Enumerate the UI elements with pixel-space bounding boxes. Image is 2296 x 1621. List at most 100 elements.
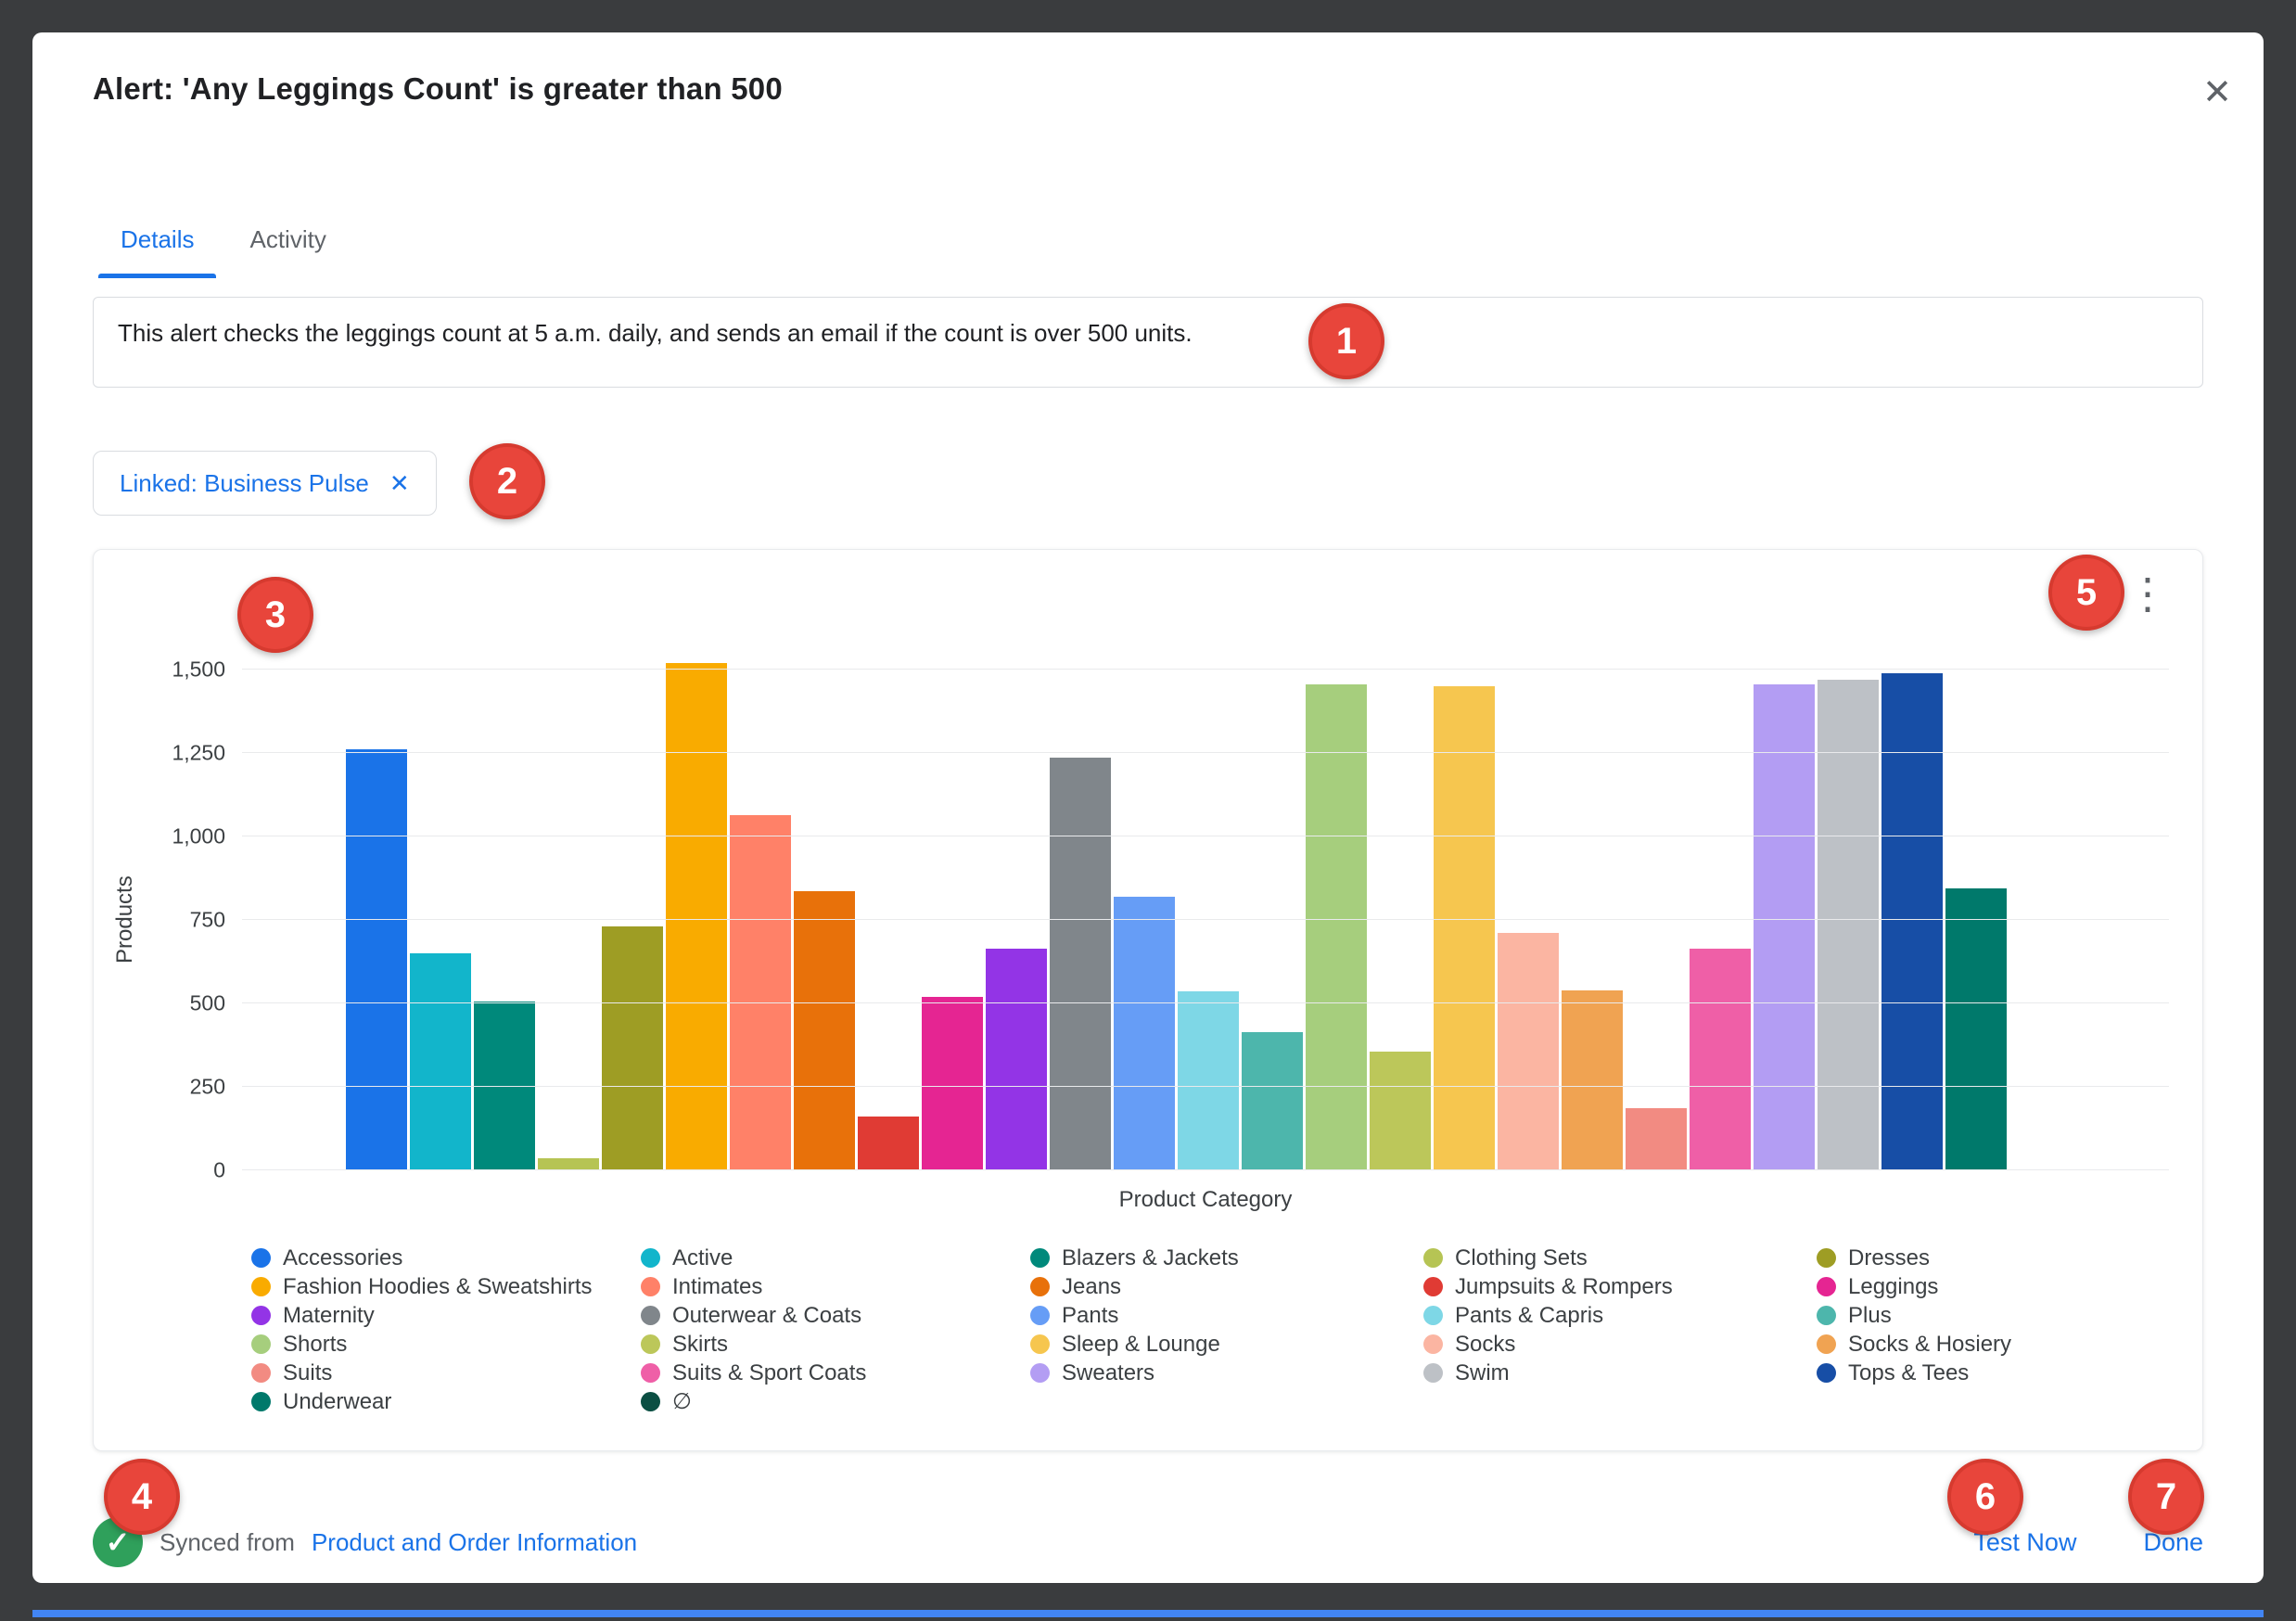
bar-fashion-hoodies-sweatshirts[interactable] [666,662,727,1170]
legend-swatch [1817,1277,1836,1296]
legend-item: Jeans [1030,1274,1423,1300]
bar-jumpsuits-rompers[interactable] [858,1117,919,1170]
legend-label: Jumpsuits & Rompers [1455,1273,1673,1299]
callout-badge-2: 2 [469,443,545,519]
legend-label: Tops & Tees [1848,1359,1970,1385]
bar-group [346,662,2007,1170]
legend-item: Maternity [251,1303,641,1329]
legend-label: Outerwear & Coats [672,1302,862,1328]
bar-skirts[interactable] [1370,1052,1431,1170]
y-tick-label: 250 [189,1074,225,1099]
bar-tops-tees[interactable] [1881,672,1943,1170]
y-tick-label: 1,000 [172,823,225,849]
legend-label: Clothing Sets [1455,1244,1588,1270]
legend-swatch [641,1392,660,1411]
legend-label: Plus [1848,1302,1892,1328]
callout-badge-1: 1 [1308,303,1384,379]
legend-label: Intimates [672,1273,763,1299]
alert-description-text: This alert checks the leggings count at … [118,319,1193,347]
bar-sleep-lounge[interactable] [1434,686,1495,1170]
bar-chart-plot: 0 250 500 750 1,000 1,250 1,500 [172,657,2169,1182]
legend-swatch [251,1248,271,1268]
callout-badge-4: 4 [104,1459,180,1535]
callout-badge-3: 3 [237,577,313,653]
bar-outerwear-coats[interactable] [1050,758,1111,1170]
bar-leggings[interactable] [922,996,983,1170]
legend-swatch [1030,1306,1050,1325]
legend-item: Pants [1030,1303,1423,1329]
legend-label: Accessories [283,1244,403,1270]
bar-pants[interactable] [1114,896,1175,1170]
bar-socks[interactable] [1498,933,1559,1170]
legend-swatch [1423,1248,1443,1268]
legend-item: Sleep & Lounge [1030,1332,1423,1358]
bar-suits[interactable] [1626,1108,1687,1170]
legend-swatch [1817,1334,1836,1354]
legend-label: Socks & Hosiery [1848,1331,2012,1357]
legend-swatch [1423,1277,1443,1296]
legend-item: Socks & Hosiery [1817,1332,2180,1358]
dialog-footer: ✓ Synced from Product and Order Informat… [93,1514,2203,1570]
legend-swatch [251,1363,271,1383]
bar-plus[interactable] [1242,1031,1303,1170]
bar-swim[interactable] [1818,679,1879,1170]
legend-item: Suits [251,1360,641,1386]
y-tick-label: 500 [189,990,225,1015]
legend-item: Pants & Capris [1423,1303,1817,1329]
legend-label: Leggings [1848,1273,1939,1299]
gridline [242,1002,2169,1003]
bar-intimates[interactable] [730,814,791,1170]
legend-swatch [641,1277,660,1296]
chip-remove-icon[interactable]: ✕ [389,469,410,497]
legend-swatch [251,1277,271,1296]
synced-source-link[interactable]: Product and Order Information [311,1527,638,1556]
callout-badge-6: 6 [1947,1459,2023,1535]
bar-underwear[interactable] [1945,887,2007,1170]
legend-label: Pants [1062,1302,1119,1328]
linked-dashboard-chip[interactable]: Linked: Business Pulse ✕ [93,451,437,516]
bar-shorts[interactable] [1306,684,1367,1170]
legend-item: ∅ [641,1388,1030,1415]
legend-swatch [641,1248,660,1268]
legend-item: Suits & Sport Coats [641,1360,1030,1386]
legend-item: Jumpsuits & Rompers [1423,1274,1817,1300]
legend-label: Jeans [1062,1273,1122,1299]
linked-chip-label: Linked: Business Pulse [120,468,369,497]
gridline [242,919,2169,920]
bar-suits-sport-coats[interactable] [1690,948,1751,1170]
legend-label: Swim [1455,1359,1510,1385]
bar-pants-capris[interactable] [1178,991,1239,1170]
bar-sweaters[interactable] [1754,684,1815,1170]
legend-item: Dresses [1817,1245,2180,1271]
legend-item: Leggings [1817,1274,2180,1300]
bar-socks-hosiery[interactable] [1562,989,1623,1170]
bar-dresses[interactable] [602,926,663,1170]
legend-label: Shorts [283,1331,348,1357]
tab-activity-label: Activity [249,225,326,253]
legend-item: Underwear [251,1389,641,1415]
bar-clothing-sets[interactable] [538,1158,599,1170]
tab-activity[interactable]: Activity [222,216,353,278]
legend-label: Dresses [1848,1244,1931,1270]
legend-item: Clothing Sets [1423,1245,1817,1271]
alert-description-input[interactable]: This alert checks the leggings count at … [93,297,2203,388]
y-axis-title: Products [112,875,137,964]
bar-maternity[interactable] [986,948,1047,1170]
legend-item: Swim [1423,1360,1817,1386]
chart-legend: Accessories Active Blazers & Jackets Clothi… [251,1244,2180,1416]
legend-item: Tops & Tees [1817,1360,2180,1386]
tab-bar: Details Activity [93,216,354,278]
legend-item: Accessories [251,1245,641,1271]
close-icon[interactable]: ✕ [2199,71,2236,114]
bar-jeans[interactable] [794,891,855,1170]
tab-details[interactable]: Details [93,216,222,278]
legend-item: Shorts [251,1332,641,1358]
kebab-menu-icon[interactable]: ⋮ [2126,569,2169,618]
legend-label: Suits & Sport Coats [672,1359,867,1385]
callout-badge-5: 5 [2048,555,2124,631]
legend-item: Plus [1817,1303,2180,1329]
legend-item: Skirts [641,1332,1030,1358]
bar-active[interactable] [410,953,471,1170]
bar-accessories[interactable] [346,749,407,1170]
